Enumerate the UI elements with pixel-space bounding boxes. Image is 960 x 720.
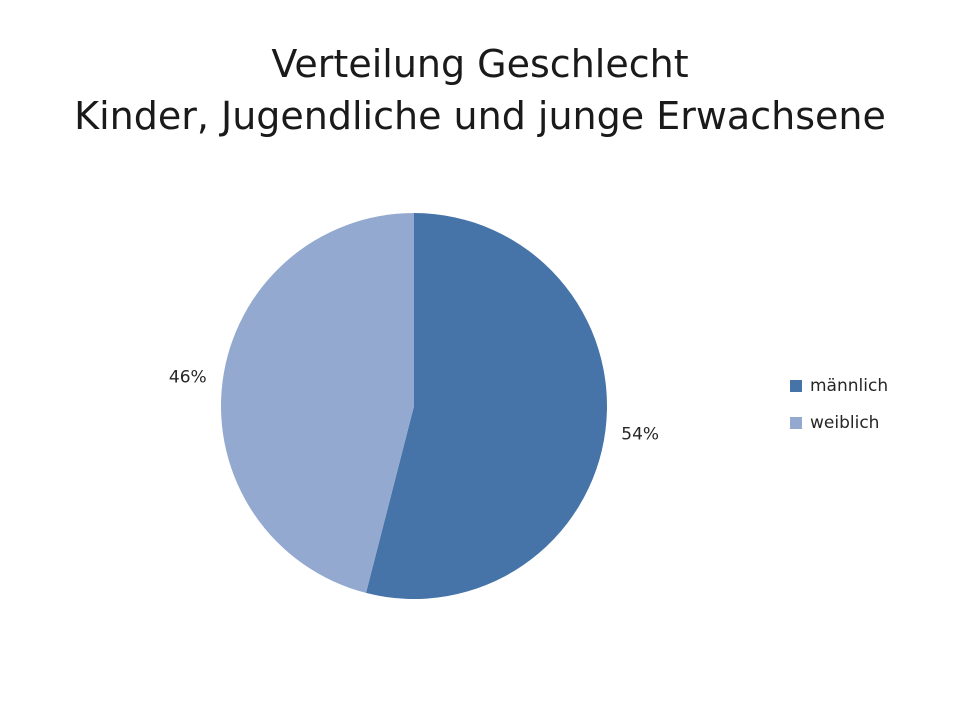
legend-swatch-maennlich [790,380,802,392]
pie-data-labels: 54% 46% [169,367,659,444]
legend-item-maennlich: männlich [790,375,888,397]
chart-title: Verteilung Geschlecht Kinder, Jugendlich… [0,38,960,142]
chart-title-line-1: Verteilung Geschlecht [271,42,689,86]
chart-legend: männlich weiblich [790,375,888,449]
legend-label-weiblich: weiblich [810,413,880,433]
pie-slice-weiblich [221,212,414,593]
legend-swatch-weiblich [790,417,802,429]
legend-item-weiblich: weiblich [790,412,888,434]
data-label-weiblich: 46% [169,367,207,387]
pie-slice-maennlich [366,213,608,599]
legend-label-maennlich: männlich [810,376,889,396]
data-label-maennlich: 54% [621,425,659,445]
chart-title-line-2: Kinder, Jugendliche und junge Erwachsene [74,94,886,138]
pie-slices [221,212,608,599]
